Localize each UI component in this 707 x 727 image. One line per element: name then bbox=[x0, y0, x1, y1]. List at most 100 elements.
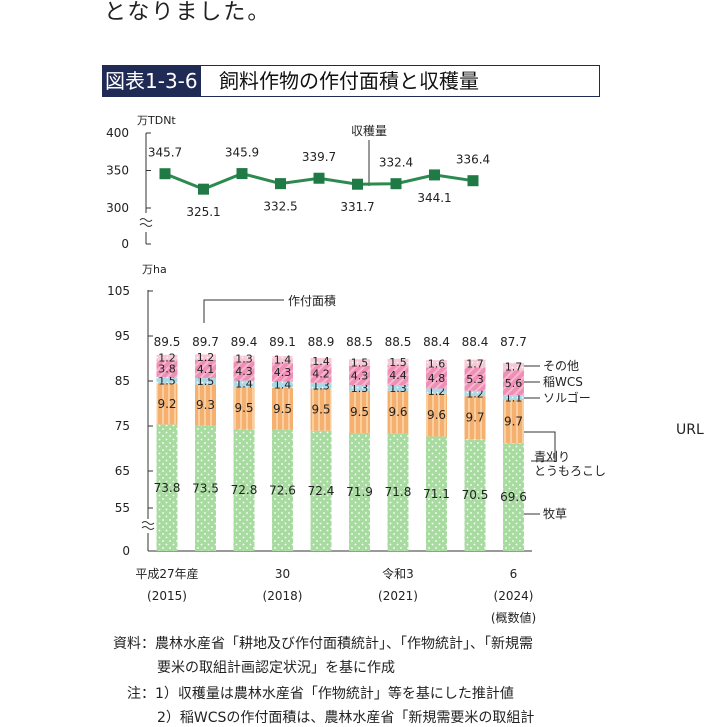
legend-label: ソルゴー bbox=[543, 390, 591, 405]
bar-segment-1 bbox=[233, 386, 255, 429]
harvest-value-label: 339.7 bbox=[302, 150, 336, 164]
harvest-y-tick-label: 400 bbox=[106, 126, 129, 140]
bar-segment-3 bbox=[156, 360, 178, 378]
bar-segment-3 bbox=[464, 367, 486, 391]
bar-segment-2 bbox=[310, 382, 332, 389]
harvest-value-label: 345.7 bbox=[148, 146, 182, 160]
x-tick-sublabel: (2018) bbox=[263, 589, 303, 603]
bar-segment-3 bbox=[233, 361, 255, 381]
bar-value-label: 1.4 bbox=[274, 353, 292, 366]
bar-value-label: 9.5 bbox=[273, 402, 292, 416]
bar-value-label: 4.8 bbox=[428, 372, 446, 385]
harvest-y-tick-label: 300 bbox=[106, 201, 129, 215]
bar-total-label: 88.9 bbox=[308, 335, 335, 349]
bar-value-label: 1.7 bbox=[505, 361, 523, 374]
area-axis-break-a bbox=[141, 521, 155, 525]
bar-value-label: 1.5 bbox=[158, 374, 176, 387]
bar-segment-4 bbox=[272, 356, 293, 363]
source-line-1: 資料：農林水産省「耕地及び作付面積統計」、「作物統計」、「新規需 bbox=[113, 636, 533, 652]
bar-value-label: 72.6 bbox=[269, 483, 296, 497]
bar-value-label: 4.2 bbox=[312, 367, 330, 380]
legend-label: 青刈り bbox=[534, 450, 570, 464]
bar-total-label: 89.1 bbox=[269, 335, 296, 349]
bar-segment-0 bbox=[233, 428, 255, 551]
area-y-tick-label: 0 bbox=[122, 544, 130, 558]
harvest-value-label: 331.7 bbox=[340, 200, 374, 214]
bar-segment-4 bbox=[310, 357, 332, 365]
bar-segment-0 bbox=[156, 424, 178, 551]
bar-value-label: 5.6 bbox=[505, 377, 523, 390]
x-tick-label: 令和3 bbox=[382, 566, 414, 581]
bar-value-label: 1.5 bbox=[389, 356, 407, 369]
harvest-value-label: 344.1 bbox=[417, 191, 451, 205]
bar-value-label: 4.3 bbox=[351, 369, 369, 382]
bar-segment-3 bbox=[349, 365, 370, 386]
harvest-value-label: 336.4 bbox=[456, 153, 490, 167]
bar-value-label: 1.2 bbox=[158, 351, 176, 364]
bar-segment-1 bbox=[349, 390, 370, 433]
harvest-value-label: 345.9 bbox=[225, 146, 259, 160]
bar-value-label: 1.5 bbox=[351, 357, 369, 370]
bar-segment-0 bbox=[503, 443, 524, 551]
bar-value-label: 3.8 bbox=[158, 363, 176, 376]
bar-segment-1 bbox=[387, 390, 409, 434]
bar-value-label: 1.3 bbox=[312, 380, 330, 393]
harvest-point bbox=[198, 183, 209, 195]
bar-segment-4 bbox=[233, 355, 255, 362]
x-tick-label: 30 bbox=[275, 567, 290, 581]
bar-segment-3 bbox=[195, 359, 216, 378]
bar-segment-2 bbox=[387, 385, 409, 391]
bar-value-label: 73.5 bbox=[192, 481, 219, 495]
bar-value-label: 1.6 bbox=[428, 358, 446, 371]
bar-value-label: 9.7 bbox=[465, 411, 484, 425]
harvest-point bbox=[275, 178, 286, 190]
bar-value-label: 71.8 bbox=[385, 485, 412, 499]
bar-segment-0 bbox=[310, 430, 332, 551]
bar-value-label: 1.2 bbox=[197, 351, 215, 364]
bar-value-label: 1.3 bbox=[351, 382, 369, 395]
x-tick-label: 平成27年産 bbox=[135, 566, 198, 581]
bar-total-label: 88.4 bbox=[462, 335, 489, 349]
harvest-point bbox=[429, 169, 440, 181]
bar-segment-3 bbox=[503, 370, 524, 396]
harvest-value-label: 332.5 bbox=[263, 200, 297, 214]
intro-text: となりました。 bbox=[104, 0, 272, 25]
x-tick-sublabel: (2024) bbox=[494, 589, 534, 603]
bar-value-label: 71.9 bbox=[346, 485, 373, 499]
harvest-axis-break-b bbox=[139, 223, 153, 227]
bar-segment-4 bbox=[387, 358, 409, 366]
bar-segment-4 bbox=[349, 359, 370, 366]
bar-segment-1 bbox=[503, 400, 524, 444]
x-tick-sublabel: (2015) bbox=[147, 589, 187, 603]
bar-value-label: 70.5 bbox=[462, 488, 489, 502]
url-link[interactable]: URL bbox=[676, 422, 704, 438]
bar-value-label: 4.4 bbox=[389, 369, 407, 382]
figure-title: 飼料作物の作付面積と収穫量 bbox=[219, 69, 479, 93]
bar-total-label: 89.7 bbox=[192, 335, 219, 349]
bar-value-label: 1.4 bbox=[312, 355, 330, 368]
bar-total-label: 89.4 bbox=[231, 335, 258, 349]
bar-total-label: 88.4 bbox=[423, 335, 450, 349]
bar-value-label: 72.4 bbox=[308, 484, 335, 498]
x-tick-label: 6 bbox=[510, 567, 518, 581]
harvest-point bbox=[390, 178, 402, 190]
figure-title-box: 図表1-3-6 飼料作物の作付面積と収穫量 bbox=[102, 65, 600, 97]
bar-segment-2 bbox=[156, 377, 178, 384]
bar-segment-3 bbox=[272, 362, 293, 382]
bar-segment-4 bbox=[503, 362, 524, 371]
bar-segment-1 bbox=[195, 384, 216, 426]
bar-total-label: 88.5 bbox=[385, 335, 412, 349]
bar-value-label: 1.7 bbox=[466, 357, 484, 370]
bar-segment-0 bbox=[272, 429, 293, 551]
bar-segment-2 bbox=[195, 377, 216, 385]
bar-value-label: 73.8 bbox=[154, 481, 181, 495]
bar-segment-1 bbox=[426, 393, 447, 437]
bar-total-label: 89.5 bbox=[154, 335, 181, 349]
legend-leader bbox=[524, 431, 556, 462]
bar-total-label: 88.5 bbox=[346, 335, 373, 349]
harvest-point bbox=[352, 178, 363, 190]
bar-segment-2 bbox=[233, 380, 255, 387]
bar-segment-4 bbox=[156, 354, 178, 361]
note-line-1: 注：1）収穫量は農林水産省「作物統計」等を基にした推計値 bbox=[127, 686, 514, 702]
